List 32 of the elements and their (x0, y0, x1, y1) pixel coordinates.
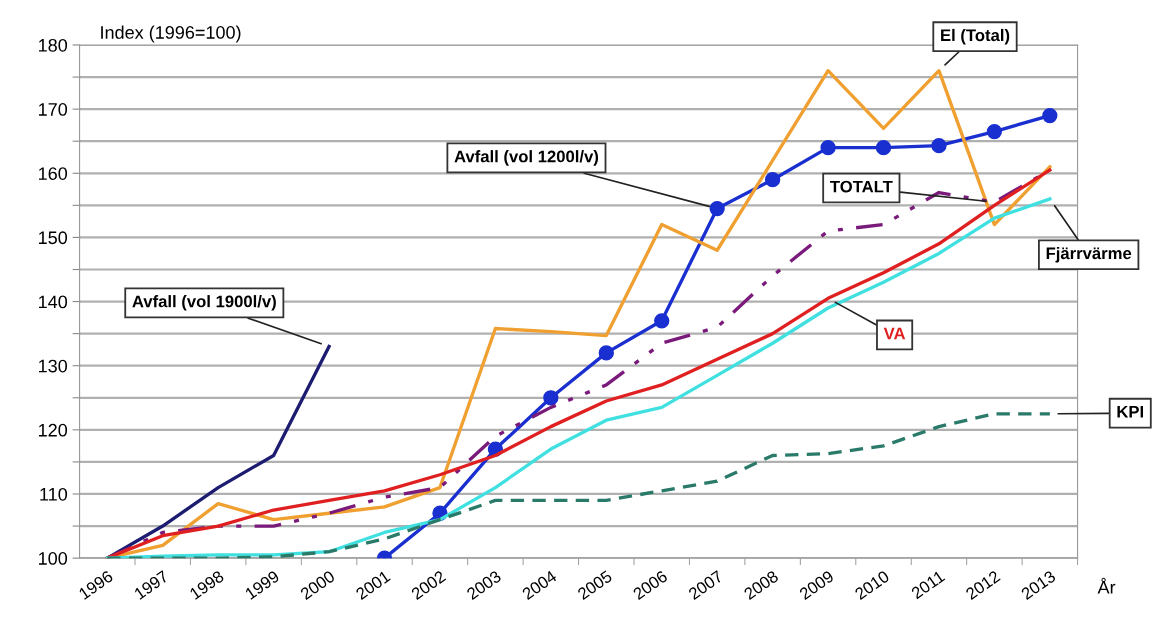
text: Fjärrvärme (1046, 246, 1132, 263)
point (820, 139, 836, 156)
x-tick-label: 2011 (910, 570, 946, 600)
series-label: TOTALT (830, 180, 893, 193)
y-tick-label: 170 (39, 103, 68, 116)
y-tick-label: 120 (39, 423, 68, 437)
x-axis-title: År (1097, 577, 1116, 594)
line-series (105, 412, 1052, 559)
text: Avfall (vol 1200l/v) (454, 150, 599, 166)
y-tick-label: 160 (39, 167, 68, 180)
point (764, 172, 781, 188)
x-tick-label: 2001 (355, 570, 391, 601)
y-tick-label: 110 (40, 487, 68, 501)
point (598, 345, 614, 361)
point (543, 390, 559, 406)
point (931, 138, 947, 154)
y-tick-label: 150 (39, 231, 68, 245)
text: Avfall (vol 1900l/v) (132, 295, 276, 311)
y-tick-label: 100 (39, 552, 68, 565)
point (875, 139, 892, 156)
text: KPI (1117, 406, 1144, 418)
point (709, 200, 725, 217)
line-series (105, 344, 331, 559)
point (986, 123, 1003, 140)
point (654, 313, 670, 329)
text: VA (883, 327, 906, 340)
point (1042, 107, 1058, 124)
y-tick-label: 130 (39, 359, 68, 373)
y-tick-label: 180 (39, 38, 68, 52)
y-tick-label: 140 (39, 295, 68, 309)
series-label: El (Total) (941, 28, 1010, 45)
y-axis-title: Index (1996=100) (101, 25, 241, 43)
